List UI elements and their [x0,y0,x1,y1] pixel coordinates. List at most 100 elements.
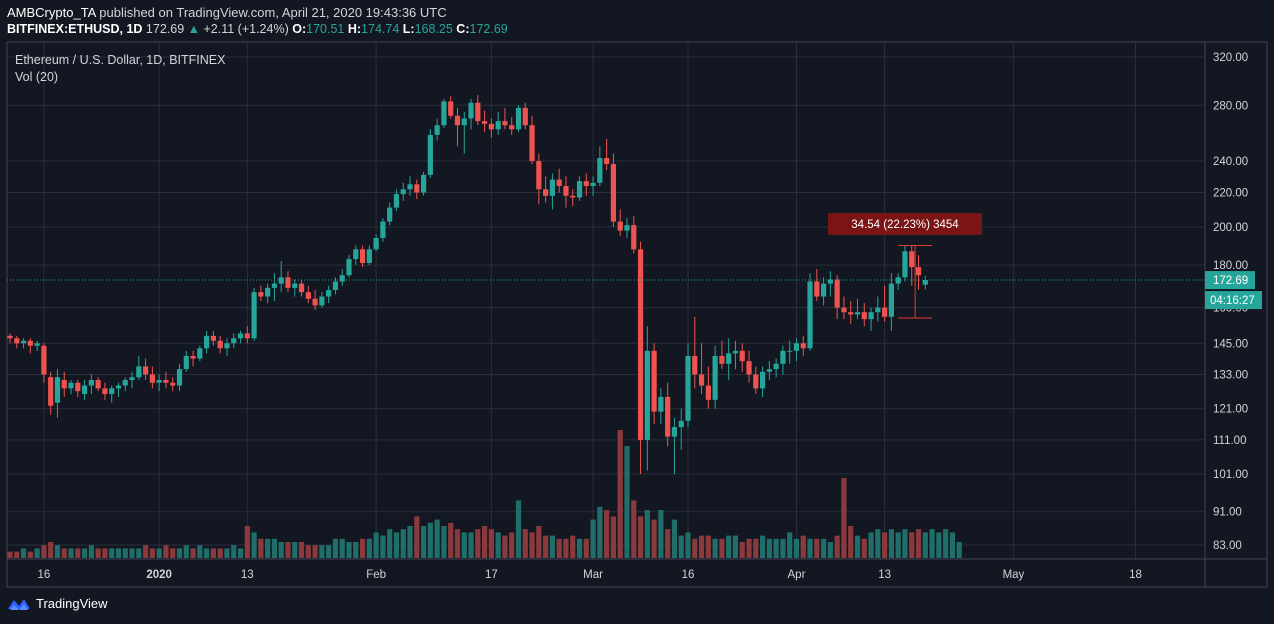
volume-bar [319,545,325,558]
candle-body [420,174,427,193]
candle-body [482,121,488,124]
volume-bar [536,526,542,558]
volume-bar [522,529,528,558]
volume-bar [610,516,617,558]
candle-body [95,379,101,389]
candle-body [766,369,772,372]
chart-title: Ethereum / U.S. Dollar, 1D, BITFINEX [15,53,226,67]
volume-bar [414,516,420,558]
volume-bars [7,430,962,558]
volume-bar [746,538,752,558]
candle-body [448,101,454,116]
volume-bar [583,538,589,558]
candle-body [841,307,847,313]
volume-bar [20,548,27,558]
volume-bar [387,529,393,558]
volume-bar [678,535,684,558]
candle-body [237,333,244,339]
volume-bar [766,538,772,558]
candle-body [644,350,650,440]
volume-bar [332,538,339,558]
time-tick-label: 18 [1129,569,1142,581]
volume-bar [929,529,935,558]
publish-info: AMBCrypto_TA published on TradingView.co… [7,5,447,20]
volume-bar [685,532,691,558]
candle-body [705,385,711,400]
time-tick-label: 16 [38,569,51,581]
time-tick-label: 13 [241,569,254,581]
price-tick-label: 121.00 [1213,404,1248,416]
author-name[interactable]: AMBCrypto_TA [7,5,96,20]
candle-body [834,279,840,308]
volume-bar [827,542,833,558]
candle-body [149,374,155,383]
candle-body [359,249,366,264]
candle-body [61,379,67,389]
candle-body [190,355,196,359]
volume-bar [326,545,332,558]
candle-body [590,182,596,186]
tradingview-logo[interactable]: TradingView [7,596,108,611]
candle-body [373,237,379,250]
high-label: H: [347,22,362,36]
candle-body [81,385,88,395]
candle-body [685,355,691,421]
candle-body [746,361,752,375]
candle-body [461,118,467,126]
candle-body [583,181,589,186]
volume-bar [366,538,372,558]
ohlc-header: BITFINEX:ETHUSD, 1D 172.69 ▲ +2.11 (+1.2… [7,22,508,36]
candle-body [7,335,13,339]
volume-bar [841,478,847,558]
volume-bar [420,526,427,558]
volume-bar [556,538,562,558]
price-tick-label: 280.00 [1213,100,1248,112]
candle-body [353,249,359,260]
candle-body [48,377,54,406]
candle-body [143,366,149,375]
candle-body [407,184,413,190]
volume-bar [875,529,881,558]
volume-bar [380,535,386,558]
volume-bar [251,532,257,558]
volume-bar [244,526,250,558]
volume-bar [759,535,766,558]
candle-body [651,350,657,412]
candle-body [434,125,440,135]
volume-bar [651,519,657,558]
publish-text: published on TradingView.com, April 21, … [99,5,447,20]
low-value: 168.25 [414,22,453,36]
candle-body [231,338,237,344]
volume-bar [298,542,305,558]
candle-body [387,207,393,222]
volume-bar [143,545,149,558]
volume-bar [922,532,928,558]
volume-bar [109,548,115,558]
candle-body [475,102,481,122]
volume-bar [888,529,894,558]
time-tick-label: 17 [485,569,498,581]
candle-body [75,382,81,392]
volume-bar [265,538,271,558]
candle-body [312,298,318,306]
candle-body [244,333,250,339]
candle-body [54,377,61,403]
volume-bar [475,529,481,558]
volume-bar [495,532,501,558]
volume-bar [27,551,33,558]
time-tick-label: 2020 [146,569,172,581]
candle-body [637,249,644,440]
volume-bar [868,532,874,558]
volume-bar [68,548,74,558]
price-tag-label: 172.69 [1213,275,1248,287]
volume-bar [183,545,189,558]
candle-body [34,343,40,346]
candle-body [509,125,515,130]
volume-bar [624,446,630,558]
volume-bar [753,538,759,558]
candle-body [265,287,271,297]
volume-bar [705,535,711,558]
volume-bar [353,542,359,558]
candle-body [109,388,115,395]
